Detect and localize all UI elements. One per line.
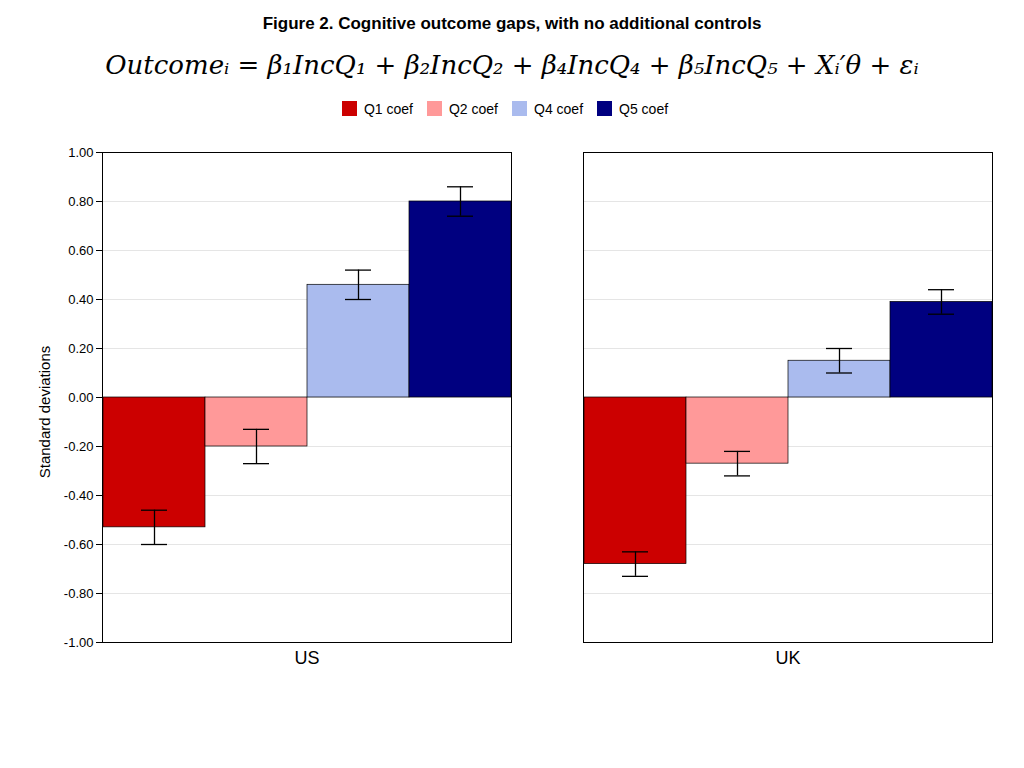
- svg-text:US: US: [294, 648, 319, 668]
- svg-text:1.00: 1.00: [68, 145, 93, 160]
- svg-text:-1.00: -1.00: [64, 635, 94, 650]
- html-text:Q5 coef: Q5 coef: [619, 100, 669, 117]
- html-text:Q1 coef: Q1 coef: [363, 100, 413, 117]
- svg-text:0.20: 0.20: [68, 341, 93, 356]
- svg-text:-0.80: -0.80: [64, 586, 94, 601]
- html-text:Q4 coef: Q4 coef: [534, 100, 583, 117]
- html-text:Outcomeᵢ = β₁IncQ₁ + β₂IncQ₂ +: Outcomeᵢ = β₁IncQ₁ + β₂IncQ₂ + β₄IncQ₄ +…: [105, 50, 919, 80]
- svg-text:0.60: 0.60: [68, 243, 93, 258]
- svg-text:0.80: 0.80: [68, 194, 93, 209]
- html-text:Q2 coef: Q2 coef: [449, 100, 498, 117]
- svg-text:-0.60: -0.60: [64, 537, 94, 552]
- svg-text:0.00: 0.00: [68, 390, 93, 405]
- html-text:Figure 2. Cognitive outcome ga: Figure 2. Cognitive outcome gaps, with n…: [262, 14, 762, 33]
- svg-text:-0.40: -0.40: [64, 488, 94, 503]
- svg-text:UK: UK: [775, 648, 800, 668]
- html-text:Standard deviations: Standard deviations: [36, 345, 53, 479]
- svg-text:0.40: 0.40: [68, 292, 93, 307]
- svg-text:-0.20: -0.20: [64, 439, 94, 454]
